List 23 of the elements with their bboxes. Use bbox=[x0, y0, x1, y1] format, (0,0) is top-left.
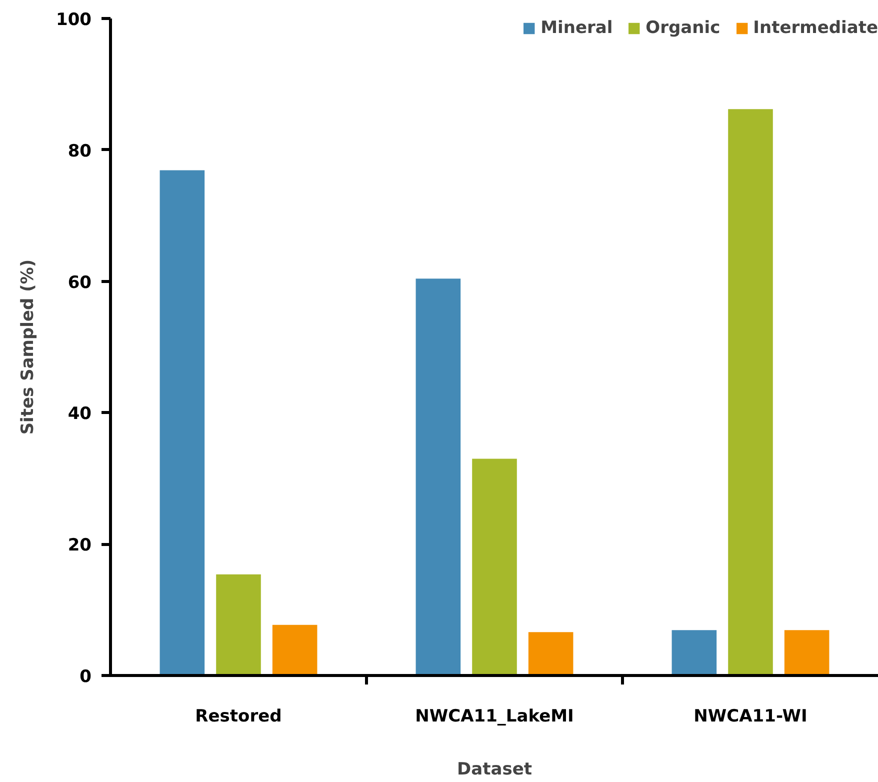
x-tick-label: NWCA11-WI bbox=[694, 706, 808, 726]
y-tick-label: 20 bbox=[68, 536, 92, 556]
y-tick-label: 40 bbox=[68, 404, 92, 424]
legend-label: Intermediate bbox=[753, 18, 878, 38]
bar bbox=[528, 632, 574, 676]
x-axis-title: Dataset bbox=[457, 760, 532, 780]
y-tick-label: 60 bbox=[68, 272, 92, 293]
y-tick-label: 80 bbox=[68, 141, 92, 162]
y-axis-title: Sites Sampled (%) bbox=[18, 259, 38, 435]
legend-label: Organic bbox=[646, 18, 720, 38]
bar bbox=[272, 624, 318, 676]
bar bbox=[216, 574, 261, 676]
bar bbox=[672, 630, 717, 676]
bar bbox=[160, 170, 205, 676]
bar bbox=[728, 109, 773, 676]
y-tick-label: 100 bbox=[56, 10, 92, 30]
bar bbox=[784, 630, 830, 676]
x-tick-label: NWCA11_LakeMI bbox=[415, 706, 574, 726]
y-tick-label: 0 bbox=[80, 667, 92, 687]
bar bbox=[416, 278, 461, 676]
bar bbox=[472, 458, 517, 676]
x-tick-label: Restored bbox=[195, 706, 282, 726]
legend-label: Mineral bbox=[540, 18, 613, 38]
